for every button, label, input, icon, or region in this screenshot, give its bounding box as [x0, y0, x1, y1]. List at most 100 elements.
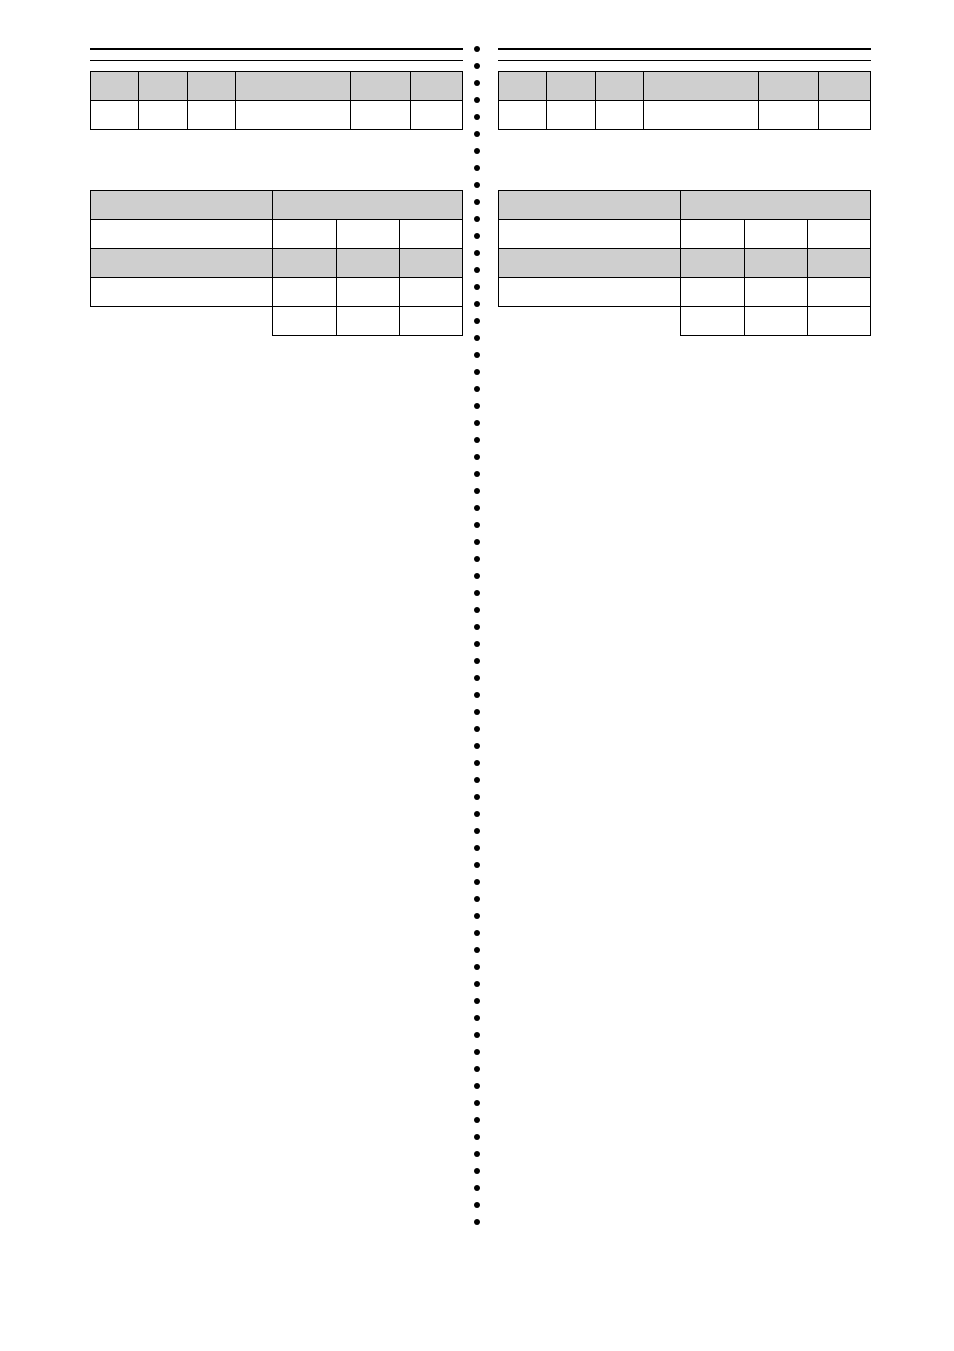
divider-dot [474, 658, 480, 664]
cell [644, 72, 759, 101]
spacer [498, 130, 871, 190]
cell [91, 72, 139, 101]
divider-dot [474, 998, 480, 1004]
divider-dot [474, 46, 480, 52]
divider-dot [474, 1015, 480, 1021]
cell [91, 278, 273, 307]
divider-dot [474, 114, 480, 120]
divider-dot [474, 1117, 480, 1123]
cell [236, 72, 351, 101]
cell-merged [681, 191, 871, 220]
divider-dot [474, 675, 480, 681]
cell [499, 220, 681, 249]
cell [807, 220, 870, 249]
divider-dot [474, 964, 480, 970]
divider-dot [474, 1185, 480, 1191]
table-row [499, 249, 871, 278]
left-table-1 [90, 71, 463, 130]
cell [336, 278, 399, 307]
cell [744, 220, 807, 249]
divider-dot [474, 454, 480, 460]
divider-dot [474, 437, 480, 443]
cell [744, 278, 807, 307]
cell [273, 249, 336, 278]
divider-dot [474, 777, 480, 783]
cell [759, 72, 819, 101]
right-table-2 [498, 190, 871, 336]
divider-dot [474, 1100, 480, 1106]
divider-dot [474, 1151, 480, 1157]
table-row [91, 191, 463, 220]
cell [410, 72, 462, 101]
cell [399, 249, 462, 278]
cell [499, 101, 547, 130]
table-row [499, 278, 871, 307]
divider-dot [474, 131, 480, 137]
cell [336, 249, 399, 278]
divider-dot [474, 879, 480, 885]
table-row [499, 101, 871, 130]
right-table-1 [498, 71, 871, 130]
divider-dot [474, 590, 480, 596]
rule-thick [498, 48, 871, 50]
divider-dot [474, 403, 480, 409]
divider-dot [474, 1049, 480, 1055]
cell [807, 278, 870, 307]
table-row [499, 191, 871, 220]
divider-dot [474, 539, 480, 545]
cell [351, 101, 411, 130]
cell [681, 220, 744, 249]
divider-dot [474, 471, 480, 477]
rule-thick [90, 48, 463, 50]
cell [399, 307, 462, 336]
divider-dot [474, 301, 480, 307]
table-row [91, 249, 463, 278]
divider-dot [474, 726, 480, 732]
divider-dot [474, 981, 480, 987]
divider-dot [474, 1032, 480, 1038]
cell-empty [499, 307, 681, 336]
table-row [91, 101, 463, 130]
divider-dot [474, 845, 480, 851]
divider-dot [474, 233, 480, 239]
cell [744, 249, 807, 278]
cell [351, 72, 411, 101]
cell [818, 72, 870, 101]
divider-dot [474, 63, 480, 69]
cell [595, 72, 643, 101]
divider-dot [474, 607, 480, 613]
divider-dot [474, 267, 480, 273]
cell [273, 220, 336, 249]
cell [499, 249, 681, 278]
table-row [91, 278, 463, 307]
cell [807, 249, 870, 278]
cell [499, 278, 681, 307]
divider-dot [474, 199, 480, 205]
cell [807, 307, 870, 336]
cell [499, 72, 547, 101]
divider-dot [474, 1134, 480, 1140]
divider-dot [474, 182, 480, 188]
divider-dot [474, 930, 480, 936]
divider-dot [474, 97, 480, 103]
cell [91, 191, 273, 220]
cell [187, 72, 235, 101]
cell [744, 307, 807, 336]
page [0, 0, 954, 1351]
divider-dot [474, 828, 480, 834]
divider-dot [474, 1202, 480, 1208]
cell [273, 278, 336, 307]
left-table-2 [90, 190, 463, 336]
divider-dot [474, 386, 480, 392]
cell [399, 278, 462, 307]
cell [681, 278, 744, 307]
cell [187, 101, 235, 130]
cell [91, 101, 139, 130]
divider-dot [474, 1168, 480, 1174]
cell [499, 191, 681, 220]
divider-dot [474, 80, 480, 86]
divider-dot [474, 420, 480, 426]
divider-dot [474, 624, 480, 630]
cell [547, 72, 595, 101]
divider-dot [474, 352, 480, 358]
